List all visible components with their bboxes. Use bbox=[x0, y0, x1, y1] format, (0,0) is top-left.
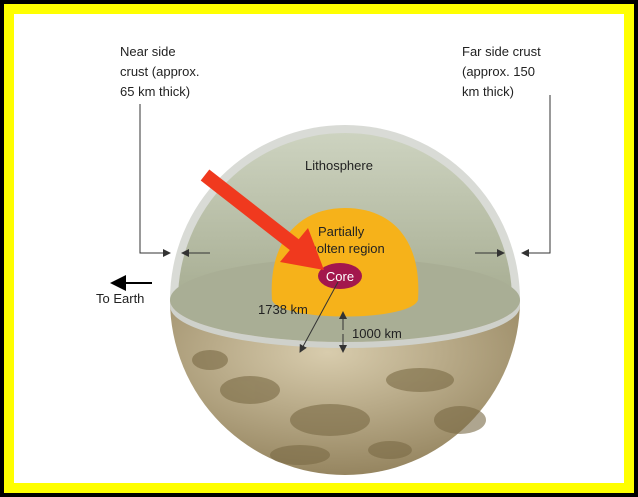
molten-label: Partially bbox=[318, 224, 365, 239]
far-side-label: km thick) bbox=[462, 84, 514, 99]
depth-label: 1000 km bbox=[352, 326, 402, 341]
far-side-label: (approx. 150 bbox=[462, 64, 535, 79]
far-side-pointer bbox=[521, 95, 551, 257]
near-side-label: crust (approx. bbox=[120, 64, 199, 79]
lithosphere-label: Lithosphere bbox=[305, 158, 373, 173]
lower-hemisphere bbox=[170, 300, 520, 475]
core bbox=[318, 263, 362, 289]
radius-line bbox=[299, 281, 339, 353]
core-label: Core bbox=[326, 269, 354, 284]
radius-label: 1738 km bbox=[258, 302, 308, 317]
near-side-pointer bbox=[139, 104, 171, 257]
to-earth-label: To Earth bbox=[96, 291, 144, 306]
surface-texture bbox=[192, 350, 486, 465]
near-side-label: 65 km thick) bbox=[120, 84, 190, 99]
highlight-arrow bbox=[200, 169, 301, 252]
far-side-label: Far side crust bbox=[462, 44, 541, 59]
molten-label: molten region bbox=[306, 241, 385, 256]
near-side-label: Near side bbox=[120, 44, 176, 59]
highlight-arrowhead bbox=[280, 228, 324, 270]
